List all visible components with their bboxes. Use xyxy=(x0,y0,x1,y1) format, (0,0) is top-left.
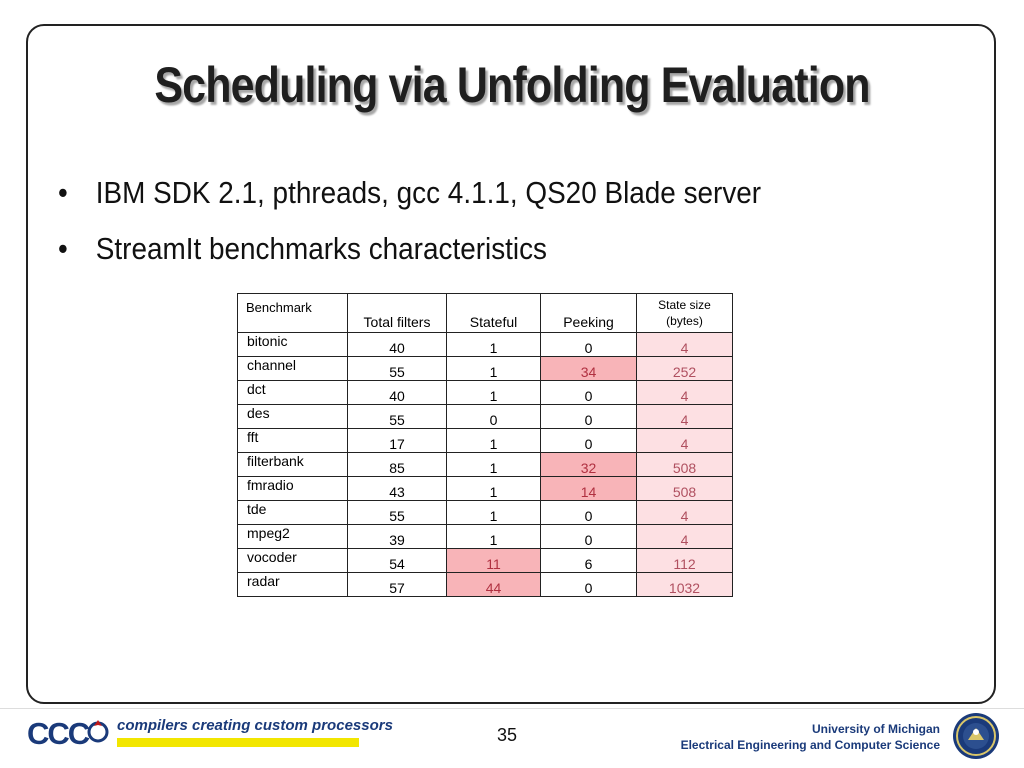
cell-benchmark: channel xyxy=(237,356,348,381)
tagline-bar xyxy=(117,738,359,747)
ccc-logo-swirl-icon xyxy=(87,720,109,743)
table-row: filterbank 85 1 32 508 xyxy=(237,452,733,477)
table-row: radar 57 44 0 1032 xyxy=(237,572,733,597)
table-row: dct 40 1 0 4 xyxy=(237,380,733,405)
cell-benchmark: fmradio xyxy=(237,476,348,501)
cell-benchmark: bitonic xyxy=(237,332,348,357)
cell-peeking: 0 xyxy=(540,428,637,453)
table-row: channel 55 1 34 252 xyxy=(237,356,733,381)
header-peeking: Peeking xyxy=(540,293,637,333)
cell-total-filters: 54 xyxy=(347,548,447,573)
footer-affiliation: University of Michigan Electrical Engine… xyxy=(681,721,940,753)
cell-benchmark: vocoder xyxy=(237,548,348,573)
ccc-logo: CCC xyxy=(27,716,90,751)
cell-total-filters: 55 xyxy=(347,356,447,381)
cell-total-filters: 39 xyxy=(347,524,447,549)
cell-stateful: 1 xyxy=(446,332,541,357)
slide-title: Scheduling via Unfolding Evaluation xyxy=(154,57,870,113)
cell-peeking: 0 xyxy=(540,524,637,549)
cell-peeking: 6 xyxy=(540,548,637,573)
cell-peeking: 14 xyxy=(540,476,637,501)
bullet-text: StreamIt benchmarks characteristics xyxy=(95,231,547,266)
header-state-size: State size (bytes) xyxy=(636,293,733,333)
cell-stateful: 1 xyxy=(446,452,541,477)
cell-state-size: 4 xyxy=(636,332,733,357)
header-state-size-line1: State size xyxy=(658,298,711,312)
table-row: vocoder 54 11 6 112 xyxy=(237,548,733,573)
cell-peeking: 34 xyxy=(540,356,637,381)
cell-peeking: 0 xyxy=(540,404,637,429)
header-stateful: Stateful xyxy=(446,293,541,333)
cell-stateful: 1 xyxy=(446,428,541,453)
table-row: mpeg2 39 1 0 4 xyxy=(237,524,733,549)
table-body: bitonic 40 1 0 4 channel 55 1 34 252 dct 40 1 0 4 des 55… xyxy=(237,332,733,597)
bullet-glyph: • xyxy=(58,175,68,210)
header-total-filters: Total filters xyxy=(347,293,447,333)
bullet-text: IBM SDK 2.1, pthreads, gcc 4.1.1, QS20 B… xyxy=(95,175,762,210)
cell-peeking: 32 xyxy=(540,452,637,477)
university-name: University of Michigan xyxy=(811,722,940,736)
table-row: tde 55 1 0 4 xyxy=(237,500,733,525)
cell-stateful: 44 xyxy=(446,572,541,597)
cell-total-filters: 55 xyxy=(347,500,447,525)
cell-benchmark: tde xyxy=(237,500,348,525)
cell-peeking: 0 xyxy=(540,500,637,525)
university-seal-icon xyxy=(953,713,999,759)
cell-stateful: 0 xyxy=(446,404,541,429)
table-header-row: Benchmark Total filters Stateful Peeking… xyxy=(237,293,733,333)
cell-state-size: 4 xyxy=(636,428,733,453)
cell-state-size: 112 xyxy=(636,548,733,573)
cell-peeking: 0 xyxy=(540,380,637,405)
cell-benchmark: radar xyxy=(237,572,348,597)
cell-stateful: 1 xyxy=(446,380,541,405)
cell-stateful: 1 xyxy=(446,524,541,549)
cell-total-filters: 17 xyxy=(347,428,447,453)
cell-state-size: 4 xyxy=(636,380,733,405)
cell-benchmark: filterbank xyxy=(237,452,348,477)
table-row: fft 17 1 0 4 xyxy=(237,428,733,453)
bullet-item: • IBM SDK 2.1, pthreads, gcc 4.1.1, QS20 … xyxy=(58,170,761,226)
bullet-item: • StreamIt benchmarks characteristics xyxy=(58,226,761,282)
cell-state-size: 4 xyxy=(636,500,733,525)
cell-total-filters: 85 xyxy=(347,452,447,477)
cell-benchmark: des xyxy=(237,404,348,429)
page-number: 35 xyxy=(497,725,518,745)
cell-total-filters: 40 xyxy=(347,332,447,357)
cell-benchmark: dct xyxy=(237,380,348,405)
header-state-size-line2: (bytes) xyxy=(666,314,703,328)
cell-benchmark: fft xyxy=(237,428,348,453)
cell-stateful: 1 xyxy=(446,356,541,381)
cell-state-size: 508 xyxy=(636,476,733,501)
table-row: fmradio 43 1 14 508 xyxy=(237,476,733,501)
footer-tagline: compilers creating custom processors xyxy=(117,717,393,734)
header-benchmark: Benchmark xyxy=(237,293,348,333)
table-row: bitonic 40 1 0 4 xyxy=(237,332,733,357)
cell-stateful: 1 xyxy=(446,476,541,501)
cell-total-filters: 40 xyxy=(347,380,447,405)
cell-state-size: 1032 xyxy=(636,572,733,597)
cell-benchmark: mpeg2 xyxy=(237,524,348,549)
cell-total-filters: 55 xyxy=(347,404,447,429)
cell-total-filters: 43 xyxy=(347,476,447,501)
footer-divider xyxy=(0,708,1024,709)
cell-state-size: 508 xyxy=(636,452,733,477)
department-name: Electrical Engineering and Computer Scie… xyxy=(680,738,940,752)
cell-total-filters: 57 xyxy=(347,572,447,597)
cell-peeking: 0 xyxy=(540,332,637,357)
cell-state-size: 252 xyxy=(636,356,733,381)
cell-stateful: 1 xyxy=(446,500,541,525)
cell-stateful: 11 xyxy=(446,548,541,573)
bullet-glyph: • xyxy=(58,231,68,266)
cell-state-size: 4 xyxy=(636,524,733,549)
cell-peeking: 0 xyxy=(540,572,637,597)
table-row: des 55 0 0 4 xyxy=(237,404,733,429)
cell-state-size: 4 xyxy=(636,404,733,429)
bullet-list: • IBM SDK 2.1, pthreads, gcc 4.1.1, QS20 … xyxy=(58,170,839,282)
benchmark-table: Benchmark Total filters Stateful Peeking… xyxy=(237,293,733,597)
